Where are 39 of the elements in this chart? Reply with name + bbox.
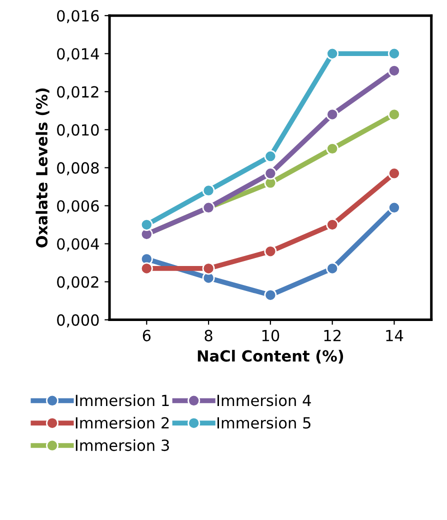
y-axis-title: Oxalate Levels (%): [36, 88, 50, 248]
point: [140, 218, 153, 231]
legend-label: Immersion 4: [217, 394, 311, 406]
y-tick-label: 0,016: [57, 10, 99, 24]
point: [326, 218, 339, 231]
y-tick-label: 0,006: [57, 200, 99, 214]
x-tick-label: 12: [324, 330, 341, 342]
point: [264, 150, 277, 163]
x-tick-label: 14: [386, 330, 404, 342]
point: [326, 108, 339, 121]
y-tick-label: 0,014: [57, 48, 99, 62]
y-tick-label: 0,010: [57, 124, 99, 138]
point: [326, 142, 339, 155]
point: [202, 262, 215, 275]
point: [264, 288, 277, 302]
point: [326, 47, 339, 60]
y-tick-label: 0,004: [57, 238, 99, 252]
point: [140, 262, 153, 275]
legend-label: Immersion 1: [76, 394, 169, 406]
point: [202, 184, 215, 197]
legend-label: Immersion 5: [217, 416, 310, 429]
point: [388, 47, 400, 60]
y-tick-label: 0,000: [57, 314, 99, 328]
point: [388, 64, 400, 77]
point: [388, 201, 400, 214]
point: [388, 167, 400, 180]
y-tick-label: 0,012: [57, 86, 98, 100]
x-tick-label: 10: [262, 330, 280, 342]
legend-label: Immersion 2: [76, 416, 169, 429]
x-axis-title: NaCl Content (%): [198, 350, 344, 364]
legend-label: Immersion 3: [76, 439, 169, 452]
y-tick-label: 0,008: [57, 162, 99, 176]
x-tick-label: 6: [142, 330, 151, 342]
point: [264, 167, 277, 180]
point: [264, 245, 277, 258]
x-tick-label: 8: [204, 330, 212, 342]
point: [388, 108, 400, 121]
point: [326, 262, 339, 275]
y-tick-label: 0,002: [57, 276, 98, 290]
